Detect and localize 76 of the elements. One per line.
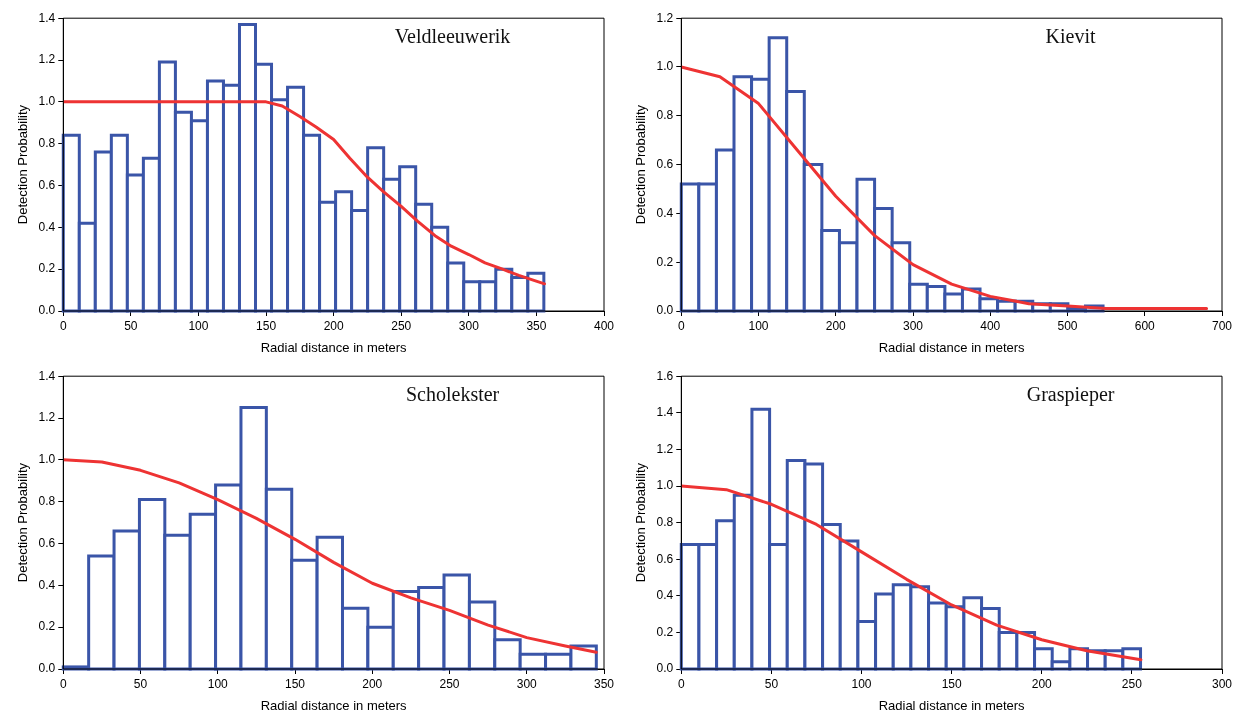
y-tick-label: 0.6 [656,551,674,566]
x-tick-label: 350 [526,318,547,333]
x-tick-label: 300 [903,318,924,333]
y-tick-label: 1.2 [38,52,56,67]
y-tick-label: 1.4 [656,405,674,420]
x-tick-label: 100 [748,318,769,333]
x-tick-label: 50 [124,318,138,333]
x-tick-label: 0 [677,318,685,333]
x-tick-label: 250 [391,318,412,333]
y-axis-title: Detection Probability [15,104,31,225]
x-tick-label: 50 [764,676,779,691]
x-tick-label: 300 [1211,676,1233,691]
y-tick-label: 0.4 [656,205,674,220]
x-tick-label: 150 [285,676,306,691]
x-axis-title: Radial distance in meters [260,339,408,355]
chart-title: Scholekster [405,383,500,406]
y-tick-label: 0.8 [656,108,674,123]
y-tick-label: 0.2 [656,624,674,639]
chart-title: Veldleeuwerik [394,25,511,48]
y-tick-label: 0.0 [38,661,56,676]
x-tick-label: 200 [323,318,344,333]
y-tick-label: 1.0 [38,452,56,467]
chart-title: Kievit [1045,25,1097,48]
y-tick-label: 1.0 [656,59,674,74]
y-tick-label: 0.4 [38,219,56,234]
y-tick-label: 0.2 [38,261,56,276]
x-tick-label: 0 [677,676,685,691]
x-tick-label: 250 [1121,676,1143,691]
y-tick-label: 1.0 [38,94,56,109]
y-tick-label: 1.2 [656,441,674,456]
x-tick-label: 200 [362,676,383,691]
x-tick-label: 400 [980,318,1001,333]
y-tick-label: 0.6 [656,156,674,171]
x-tick-label: 300 [516,676,538,691]
x-tick-label: 400 [593,318,615,333]
x-tick-label: 100 [207,676,229,691]
x-tick-label: 250 [439,676,460,691]
y-tick-label: 1.4 [38,368,56,383]
y-tick-label: 0.0 [656,303,674,318]
x-tick-label: 700 [1211,318,1233,333]
y-tick-label: 0.0 [656,661,674,676]
x-axis-title: Radial distance in meters [878,339,1026,355]
x-axis-title: Radial distance in meters [878,697,1026,713]
x-axis-title: Radial distance in meters [260,697,408,713]
x-tick-label: 0 [59,318,67,333]
x-tick-label: 600 [1134,318,1156,333]
y-tick-label: 0.8 [38,494,56,508]
x-tick-label: 100 [188,318,209,333]
y-tick-label: 0.2 [38,619,56,634]
chart-title: Graspieper [1026,383,1115,407]
x-tick-label: 500 [1057,318,1078,333]
y-axis-title: Detection Probability [15,462,31,583]
y-axis-title: Detection Probability [633,104,649,225]
y-tick-label: 0.4 [38,577,56,592]
y-tick-label: 1.2 [656,10,674,25]
y-tick-label: 0.4 [656,588,674,603]
x-tick-label: 200 [825,318,847,333]
x-tick-label: 0 [59,676,67,691]
y-tick-label: 1.2 [38,410,56,425]
y-tick-label: 1.4 [38,10,56,25]
y-tick-label: 0.6 [38,177,56,192]
x-tick-label: 350 [593,676,615,691]
x-tick-label: 50 [133,676,148,691]
y-tick-label: 0.0 [38,303,56,318]
x-tick-label: 150 [941,676,962,691]
y-tick-label: 1.0 [656,478,674,493]
x-tick-label: 150 [256,318,277,333]
x-tick-label: 100 [851,676,872,691]
y-tick-label: 0.8 [38,136,56,150]
y-axis-title: Detection Probability [633,462,649,583]
y-tick-label: 1.6 [656,368,674,383]
y-tick-label: 0.8 [656,514,674,529]
y-tick-label: 0.6 [38,535,56,550]
y-tick-label: 0.2 [656,254,674,269]
x-tick-label: 200 [1031,676,1053,691]
x-tick-label: 300 [458,318,480,333]
